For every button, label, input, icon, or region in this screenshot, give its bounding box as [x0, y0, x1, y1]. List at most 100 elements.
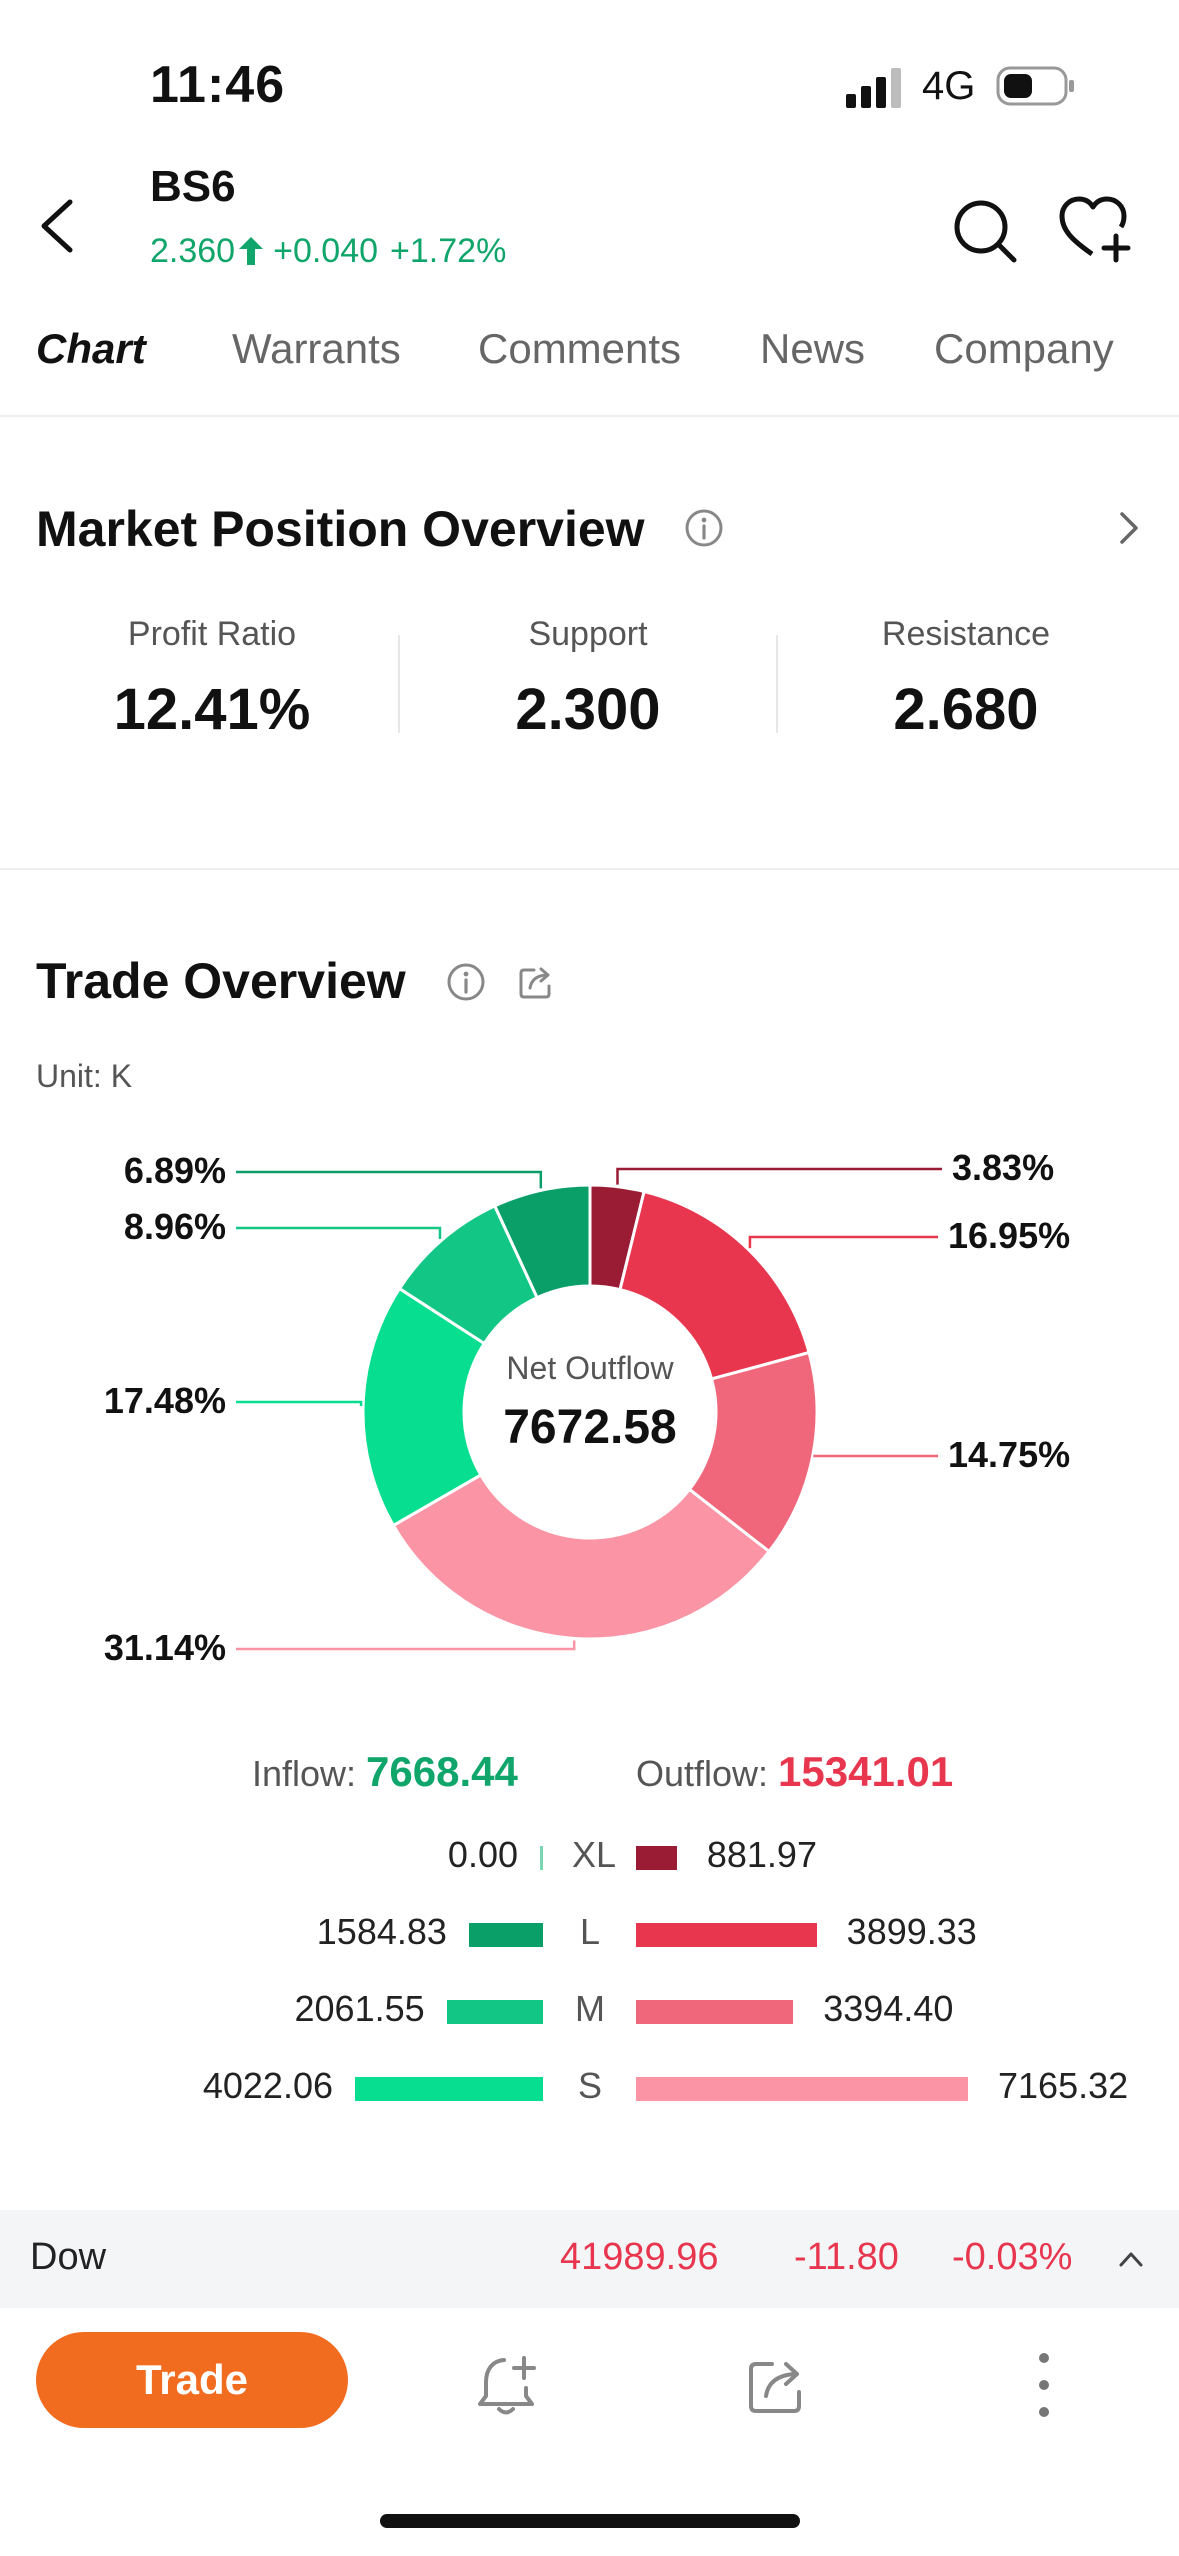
inflow-value: 4022.06: [202, 2065, 333, 2106]
home-indicator: [380, 2514, 800, 2528]
outflow-value: 3394.40: [823, 1988, 954, 2029]
trade-overview-title: Trade Overview: [36, 953, 406, 1009]
trade-button[interactable]: Trade: [36, 2332, 348, 2428]
outflow-value: 3899.33: [846, 1911, 977, 1952]
index-change: -11.80: [794, 2236, 899, 2278]
index-name: Dow: [30, 2236, 107, 2278]
donut-slice-label: 17.48%: [103, 1380, 226, 1421]
search-icon[interactable]: [950, 196, 1020, 266]
up-arrow-icon: [239, 237, 264, 265]
outflow-value: 881.97: [706, 1834, 817, 1875]
donut-leader-line: [236, 1170, 543, 1189]
outflow-summary: Outflow: 15341.01: [636, 1748, 953, 1796]
bell-plus-icon[interactable]: [474, 2352, 540, 2418]
info-icon[interactable]: [684, 508, 724, 548]
outflow-bar: [636, 2077, 968, 2101]
inflow-value: 0.00: [447, 1834, 518, 1875]
donut-leader-line: [236, 1400, 363, 1407]
status-time: 11:46: [150, 56, 286, 114]
donut-leader-line: [236, 1640, 576, 1651]
chevron-up-icon[interactable]: [1116, 2246, 1146, 2272]
tab-chart[interactable]: Chart: [36, 325, 146, 372]
inflow-bar: [468, 1923, 543, 1947]
share-icon[interactable]: [744, 2352, 810, 2418]
donut-leader-line: [748, 1235, 938, 1249]
stock-header: BS6 2.360 +0.040 +1.72%: [0, 150, 1179, 290]
donut-slice-label: 31.14%: [103, 1627, 226, 1668]
tab-active-indicator: [36, 371, 132, 389]
donut-slice-label: 16.95%: [948, 1215, 1071, 1256]
inflow-value: 7668.44: [366, 1748, 518, 1795]
section-divider: [0, 868, 1179, 870]
net-flow-donut-chart: [236, 1167, 942, 1651]
inflow-value: 1584.83: [316, 1911, 447, 1952]
inflow-value: 2061.55: [294, 1988, 425, 2029]
price-change: +0.040: [273, 232, 379, 270]
order-size-label: S: [577, 2065, 602, 2106]
price-change-pct: +1.72%: [390, 232, 507, 270]
tab-company[interactable]: Company: [934, 325, 1114, 372]
order-size-label: M: [575, 1988, 605, 2029]
stat-label: Support: [528, 615, 648, 653]
share-icon[interactable]: [516, 962, 556, 1002]
price-line: 2.360 +0.040 +1.72%: [150, 232, 518, 271]
tab-comments[interactable]: Comments: [478, 325, 682, 372]
stat-support: Support 2.300: [438, 615, 738, 743]
order-size-label: XL: [572, 1834, 617, 1875]
heart-plus-icon[interactable]: [1058, 194, 1134, 264]
stat-value: 2.680: [893, 677, 1039, 742]
stat-separator: [398, 635, 400, 733]
network-type: 4G: [922, 64, 976, 108]
stat-resistance: Resistance 2.680: [816, 615, 1116, 743]
market-position-title: Market Position Overview: [36, 501, 645, 557]
index-value: 41989.96: [560, 2236, 719, 2278]
flow-row: 1584.83 L 3899.33: [0, 1903, 1179, 1963]
more-vertical-icon[interactable]: [1024, 2348, 1064, 2422]
donut-slice-label: 8.96%: [123, 1206, 226, 1247]
stat-label: Profit Ratio: [127, 615, 297, 653]
signal-bars-icon: [846, 68, 901, 108]
last-price: 2.360: [150, 232, 236, 270]
outflow-value: 15341.01: [778, 1748, 954, 1795]
chevron-right-icon[interactable]: [1114, 508, 1144, 548]
inflow-label: Inflow:: [252, 1753, 357, 1794]
donut-slice: [492, 1183, 592, 1300]
inflow-bar: [540, 1846, 543, 1870]
battery-icon: [996, 66, 1074, 106]
flow-row: 4022.06 S 7165.32: [0, 2057, 1179, 2117]
index-change-pct: -0.03%: [952, 2236, 1073, 2278]
outflow-bar: [636, 2000, 794, 2024]
order-size-label: L: [579, 1911, 601, 1952]
donut-center-label: Net Outflow: [506, 1350, 674, 1386]
info-icon[interactable]: [446, 962, 486, 1002]
inflow-bar: [446, 2000, 543, 2024]
flow-row: 2061.55 M 3394.40: [0, 1980, 1179, 2040]
donut-center-value: 7672.58: [503, 1401, 677, 1454]
donut-slice-label: 14.75%: [948, 1434, 1071, 1475]
tab-divider: [0, 415, 1179, 417]
flow-row: 0.00 XL 881.97: [0, 1826, 1179, 1886]
outflow-bar: [636, 1846, 677, 1870]
tab-warrants[interactable]: Warrants: [232, 325, 401, 372]
ticker-symbol: BS6: [150, 162, 236, 211]
donut-slice-label: 3.83%: [952, 1147, 1055, 1188]
stat-profit-ratio: Profit Ratio 12.41%: [62, 615, 362, 743]
stat-separator: [776, 635, 778, 733]
outflow-value: 7165.32: [998, 2065, 1129, 2106]
donut-leader-line: [236, 1226, 442, 1239]
donut-leader-line: [616, 1167, 942, 1185]
inflow-bar: [355, 2077, 543, 2101]
donut-slice: [361, 1286, 487, 1528]
tab-news[interactable]: News: [760, 325, 866, 372]
outflow-bar: [636, 1923, 817, 1947]
back-arrow-icon[interactable]: [30, 190, 90, 260]
stat-value: 12.41%: [113, 677, 311, 742]
unit-label: Unit: K: [36, 1058, 133, 1094]
donut-slice: [618, 1189, 811, 1381]
inflow-summary: Inflow: 7668.44: [252, 1748, 518, 1796]
outflow-label: Outflow:: [636, 1753, 769, 1794]
stat-value: 2.300: [515, 677, 661, 742]
tab-bar: Chart Warrants Comments News Company: [0, 315, 1179, 415]
status-bar: 11:46 4G: [0, 0, 1179, 150]
index-ticker-bar[interactable]: Dow 41989.96 -11.80 -0.03%: [0, 2210, 1179, 2308]
